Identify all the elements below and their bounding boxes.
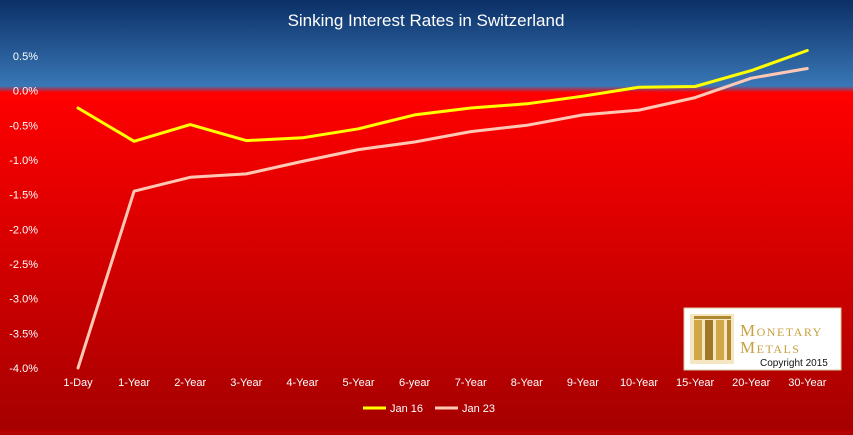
x-tick-label: 10-Year <box>620 377 658 389</box>
watermark-brand-line2: Metals <box>740 338 801 357</box>
y-tick-label: -2.5% <box>9 259 38 271</box>
x-tick-label: 5-Year <box>342 377 374 389</box>
x-tick-label: 1-Day <box>63 377 93 389</box>
y-tick-label: -0.5% <box>9 120 38 132</box>
y-tick-label: -1.5% <box>9 190 38 202</box>
y-tick-label: -3.0% <box>9 294 38 306</box>
x-tick-label: 6-year <box>399 377 431 389</box>
x-tick-label: 30-Year <box>788 377 826 389</box>
x-tick-label: 7-Year <box>455 377 487 389</box>
y-tick-label: 0.0% <box>13 86 38 98</box>
x-tick-label: 8-Year <box>511 377 543 389</box>
y-tick-label: -3.5% <box>9 328 38 340</box>
legend-label-jan16: Jan 16 <box>390 403 423 415</box>
chart-title: Sinking Interest Rates in Switzerland <box>288 11 565 30</box>
y-tick-label: -1.0% <box>9 155 38 167</box>
x-tick-label: 2-Year <box>174 377 206 389</box>
monetary-metals-logo-icon <box>690 314 734 364</box>
y-tick-label: 0.5% <box>13 51 38 63</box>
legend-label-jan23: Jan 23 <box>462 403 495 415</box>
x-tick-label: 1-Year <box>118 377 150 389</box>
x-tick-label: 3-Year <box>230 377 262 389</box>
y-tick-label: -4.0% <box>9 363 38 375</box>
x-tick-label: 15-Year <box>676 377 714 389</box>
x-tick-label: 4-Year <box>286 377 318 389</box>
watermark-copyright: Copyright 2015 <box>760 358 828 369</box>
y-tick-label: -2.0% <box>9 224 38 236</box>
x-tick-label: 20-Year <box>732 377 770 389</box>
monetary-metals-watermark: Monetary Metals Copyright 2015 <box>684 308 841 370</box>
x-tick-label: 9-Year <box>567 377 599 389</box>
